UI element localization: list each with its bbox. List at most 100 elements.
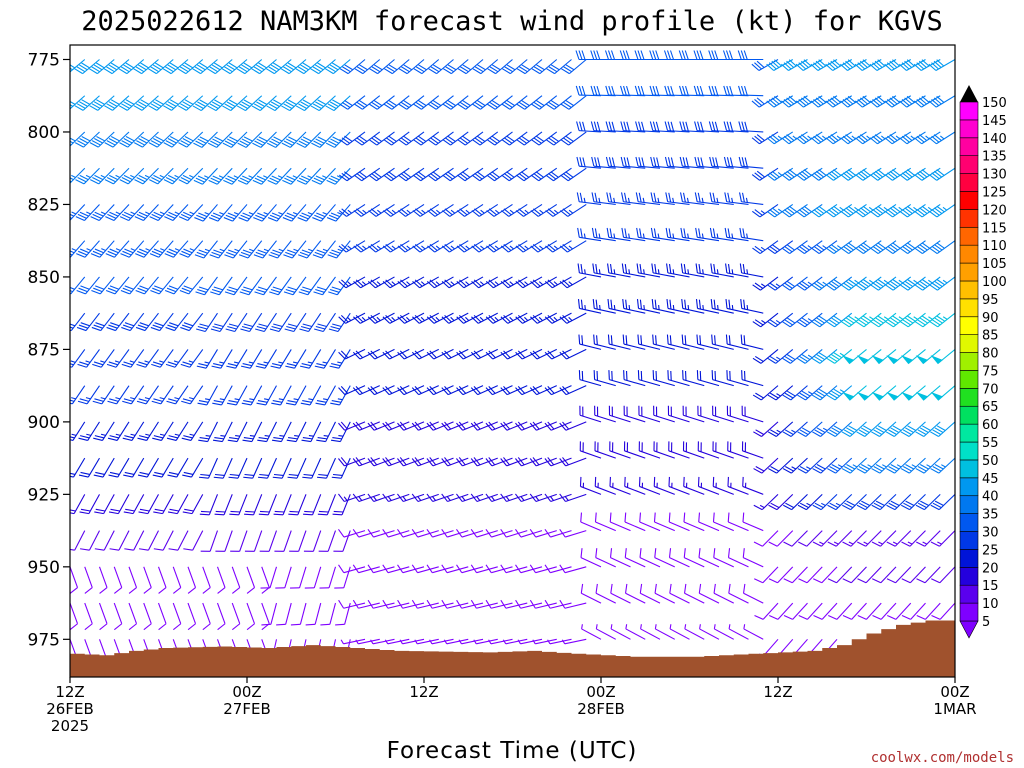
wind-barb xyxy=(593,370,616,387)
wind-barb xyxy=(354,59,381,75)
wind-barb xyxy=(841,457,867,474)
colorbar-swatch xyxy=(959,137,979,156)
wind-barb xyxy=(104,95,130,111)
wind-barb xyxy=(781,276,808,291)
wind-barb xyxy=(208,204,233,222)
wind-barb xyxy=(193,131,218,148)
wind-barb xyxy=(737,50,764,61)
wind-barb xyxy=(635,156,661,169)
wind-barb xyxy=(697,405,720,423)
wind-barb xyxy=(668,548,690,568)
wind-barb xyxy=(237,131,263,148)
wind-barb xyxy=(899,167,926,181)
wind-barb xyxy=(580,548,602,568)
wind-barb xyxy=(768,566,794,584)
wind-barb xyxy=(412,240,440,253)
wind-barb xyxy=(651,263,675,278)
colorbar-swatch xyxy=(959,513,979,532)
wind-barb xyxy=(70,312,86,332)
wind-barb xyxy=(709,227,734,242)
wind-barb xyxy=(179,276,204,295)
wind-barb xyxy=(281,95,307,112)
wind-barb xyxy=(70,530,71,532)
wind-barb xyxy=(594,405,616,423)
wind-barb xyxy=(576,156,602,169)
wind-barb xyxy=(470,599,498,609)
wind-barb xyxy=(192,59,218,75)
wind-barb xyxy=(725,334,749,350)
wind-barb xyxy=(501,203,528,217)
wind-barb xyxy=(698,512,720,532)
wind-barb xyxy=(70,530,86,551)
wind-barb xyxy=(441,240,469,253)
wind-barb xyxy=(119,167,145,185)
wind-barb xyxy=(870,312,897,328)
wind-barb xyxy=(594,441,616,459)
wind-barb xyxy=(226,385,248,406)
wind-barb xyxy=(338,167,366,182)
wind-barb xyxy=(149,167,174,185)
wind-barb xyxy=(680,192,705,205)
colorbar-label: 65 xyxy=(982,400,999,415)
wind-barb xyxy=(885,312,912,328)
wind-barb xyxy=(384,59,410,75)
wind-barb xyxy=(192,95,218,112)
wind-barb xyxy=(325,59,351,75)
wind-barb xyxy=(252,167,277,185)
wind-barb xyxy=(353,240,381,253)
wind-barb xyxy=(271,421,292,443)
wind-barb xyxy=(70,240,71,242)
wind-barb xyxy=(470,529,498,538)
wind-barb xyxy=(580,583,602,604)
wind-barb xyxy=(316,457,337,479)
colorbar-label: 10 xyxy=(982,597,999,612)
wind-barb xyxy=(70,457,86,478)
wind-barb xyxy=(713,583,734,604)
wind-barb xyxy=(783,493,808,511)
wind-barb xyxy=(338,457,366,467)
wind-barb xyxy=(650,192,675,205)
wind-barb xyxy=(667,405,690,423)
wind-barb xyxy=(872,602,897,620)
colorbar-label: 125 xyxy=(982,185,1007,200)
colorbar-swatch xyxy=(959,370,979,389)
wind-barb xyxy=(89,59,115,75)
wind-barb xyxy=(214,494,233,516)
colorbar-label: 100 xyxy=(982,275,1007,290)
wind-barb xyxy=(812,421,838,438)
wind-barb xyxy=(244,530,263,552)
wind-barb xyxy=(397,564,425,574)
wind-barb xyxy=(928,203,955,218)
wind-barb xyxy=(471,203,499,217)
wind-barb xyxy=(826,385,853,401)
wind-barb xyxy=(576,192,602,205)
wind-barb xyxy=(624,476,646,495)
wind-barb xyxy=(621,192,646,205)
wind-barb xyxy=(796,276,823,291)
wind-barb xyxy=(122,385,145,405)
wind-barb xyxy=(314,312,336,333)
wind-barb xyxy=(368,240,395,253)
wind-barb xyxy=(368,131,395,146)
wind-barb xyxy=(812,530,838,547)
plot-frame xyxy=(69,44,956,678)
wind-barb xyxy=(152,421,174,441)
wind-barb xyxy=(148,95,174,111)
wind-barb xyxy=(870,276,897,291)
wind-barb xyxy=(767,276,794,291)
wind-barb xyxy=(712,476,734,495)
credit-text: coolwx.com/models xyxy=(871,750,1014,766)
wind-barb xyxy=(595,548,616,568)
wind-barb xyxy=(166,385,189,405)
wind-barb xyxy=(813,602,838,620)
wind-barb xyxy=(241,385,263,406)
wind-barb xyxy=(180,349,204,368)
wind-barb xyxy=(798,566,823,584)
wind-barb xyxy=(442,167,469,182)
wind-barb xyxy=(500,599,528,609)
wind-barb xyxy=(839,59,867,71)
wind-barb xyxy=(397,240,425,253)
wind-barb xyxy=(697,441,720,459)
wind-barb xyxy=(579,476,602,495)
wind-barb xyxy=(828,602,853,620)
